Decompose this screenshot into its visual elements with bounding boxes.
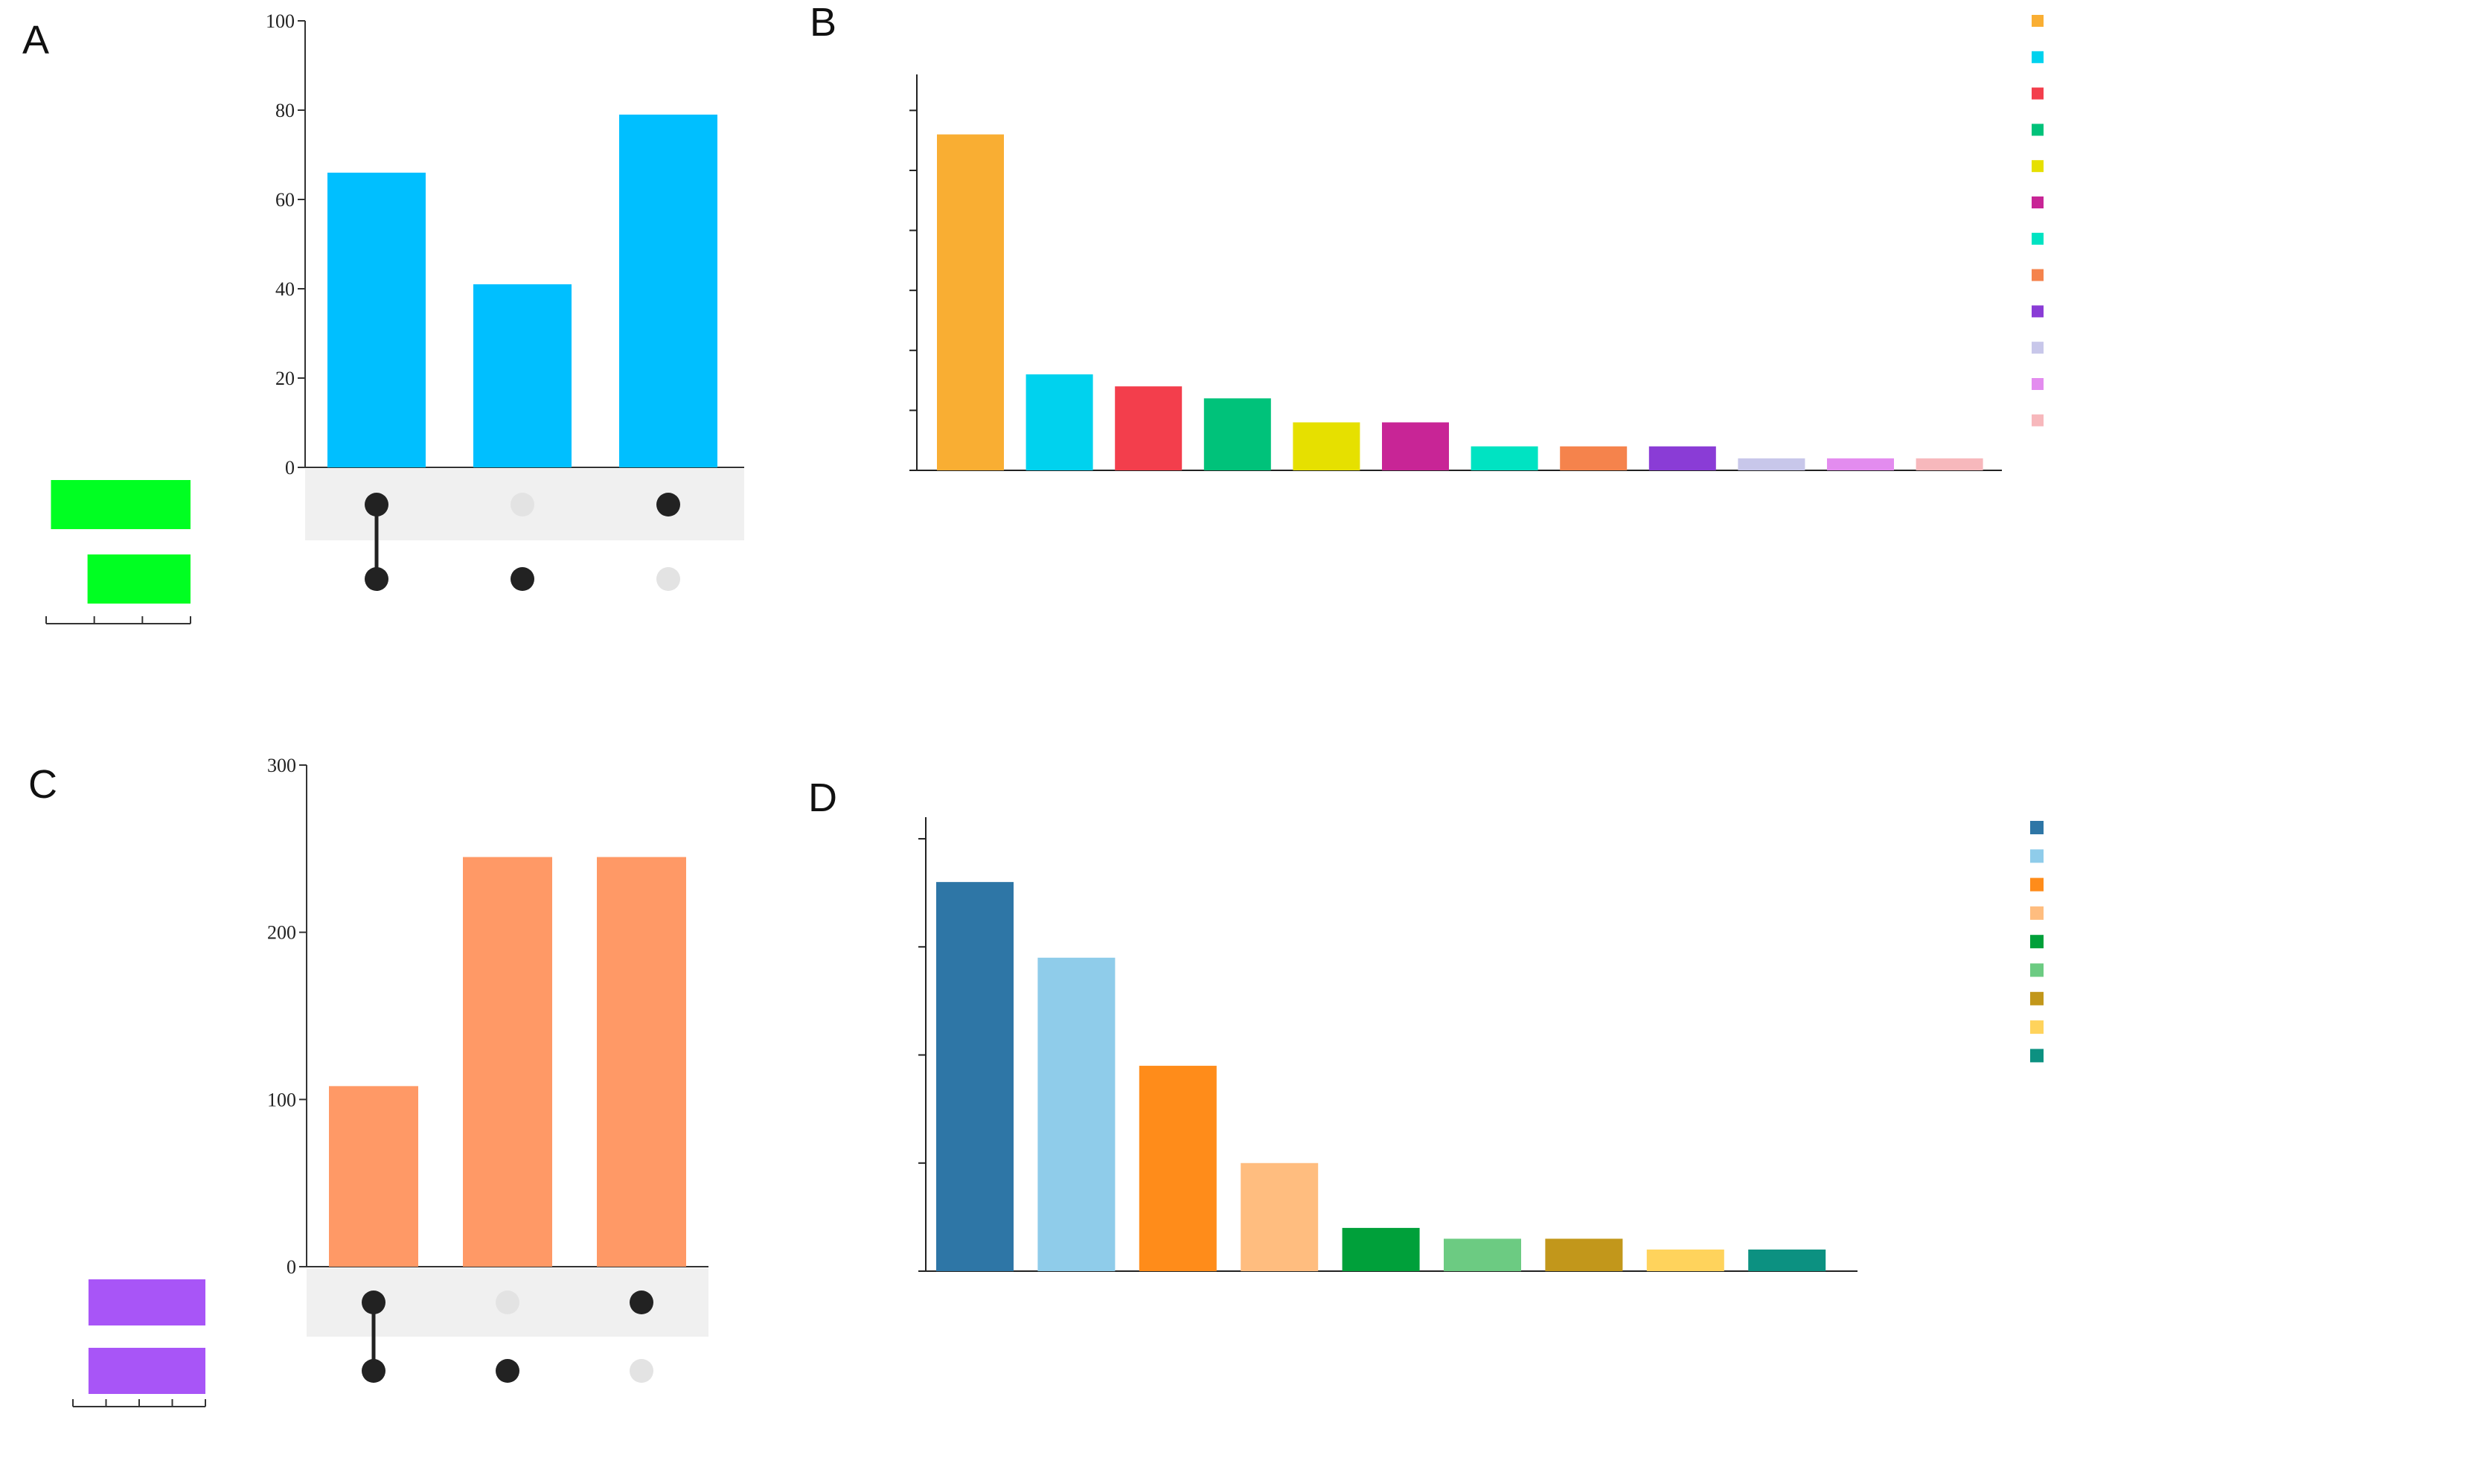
matrix-dot-active [630, 1290, 653, 1314]
set-size-bar [88, 1348, 205, 1394]
matrix-dot-active [656, 493, 680, 516]
bar-0 [936, 882, 1014, 1271]
panel-label-d: D [808, 775, 837, 820]
y-tick-label: 80 [275, 100, 295, 121]
legend-swatch [2032, 87, 2044, 100]
matrix-dot-active [362, 1359, 385, 1383]
intersection-bar [619, 115, 717, 467]
panel-c-upset-chart: 0 100 200 300 [72, 755, 708, 1407]
legend-swatch [2032, 124, 2044, 136]
set-size-bar [51, 480, 191, 529]
legend-swatch [2030, 877, 2044, 892]
matrix-dot-active [496, 1359, 519, 1383]
bar-7 [1646, 1249, 1724, 1271]
legend-swatch [2032, 305, 2044, 318]
legend-swatch [2030, 849, 2044, 863]
bar-7 [1560, 446, 1628, 470]
legend-swatch [2030, 821, 2044, 834]
legend-swatch [2032, 342, 2044, 354]
bar-8 [1648, 446, 1716, 470]
y-tick-label: 0 [287, 1256, 296, 1278]
legend-swatch [2030, 1049, 2044, 1063]
bar-1 [1037, 957, 1116, 1271]
legend-swatch [2032, 196, 2044, 208]
bar-4 [1342, 1227, 1420, 1271]
bar-2 [1115, 386, 1183, 470]
bar-5 [1444, 1238, 1521, 1271]
matrix-dot-inactive [496, 1290, 519, 1314]
intersection-bar [597, 857, 686, 1267]
matrix-dot-inactive [656, 567, 680, 591]
panel-label-a: A [22, 18, 49, 63]
bar-2 [1139, 1066, 1217, 1271]
legend-swatch [2032, 232, 2044, 245]
intersection-bar [473, 284, 572, 467]
panel-d-bar-chart [918, 817, 2044, 1272]
y-tick-label: 200 [267, 922, 296, 944]
panel-a-upset-chart: 0 20 40 60 80 100 [45, 10, 744, 624]
matrix-dot-active [511, 567, 534, 591]
matrix-dot-active [362, 1290, 385, 1314]
legend-swatch [2030, 906, 2044, 920]
panel-label-b: B [810, 0, 836, 45]
bar-8 [1748, 1249, 1826, 1271]
bar-5 [1382, 422, 1449, 470]
y-tick-label: 0 [285, 457, 295, 479]
legend-swatch [2032, 51, 2044, 63]
matrix-dot-active [365, 493, 388, 516]
y-tick-label: 100 [266, 10, 295, 32]
intersection-bar [329, 1086, 418, 1267]
bar-4 [1293, 422, 1360, 470]
bar-9 [1738, 458, 1805, 470]
panel-b-bar-chart [909, 15, 2044, 471]
bar-11 [1916, 458, 1983, 470]
legend-swatch [2032, 15, 2044, 27]
legend-swatch [2032, 378, 2044, 390]
legend-swatch [2032, 414, 2044, 426]
legend-swatch [2030, 1020, 2044, 1034]
legend-swatch [2030, 991, 2044, 1005]
bar-6 [1545, 1238, 1623, 1271]
y-tick-label: 60 [275, 189, 295, 211]
bar-1 [1025, 374, 1093, 470]
set-size-bar [88, 1279, 205, 1325]
legend-swatch [2032, 160, 2044, 173]
y-tick-label: 300 [267, 755, 296, 776]
y-tick-label: 20 [275, 368, 295, 389]
y-tick-label: 40 [275, 278, 295, 300]
bar-6 [1471, 446, 1538, 470]
legend-swatch [2030, 935, 2044, 949]
set-size-bar [87, 554, 191, 604]
intersection-bar [327, 173, 426, 467]
intersection-bar [463, 857, 552, 1267]
matrix-dot-active [365, 567, 388, 591]
panel-label-c: C [28, 762, 57, 807]
matrix-dot-inactive [511, 493, 534, 516]
legend-swatch [2032, 269, 2044, 281]
bar-3 [1203, 398, 1271, 470]
bar-10 [1827, 458, 1894, 470]
y-tick-label: 100 [267, 1089, 296, 1110]
legend-swatch [2030, 963, 2044, 977]
bar-0 [937, 134, 1004, 470]
matrix-dot-inactive [630, 1359, 653, 1383]
bar-3 [1241, 1162, 1319, 1271]
